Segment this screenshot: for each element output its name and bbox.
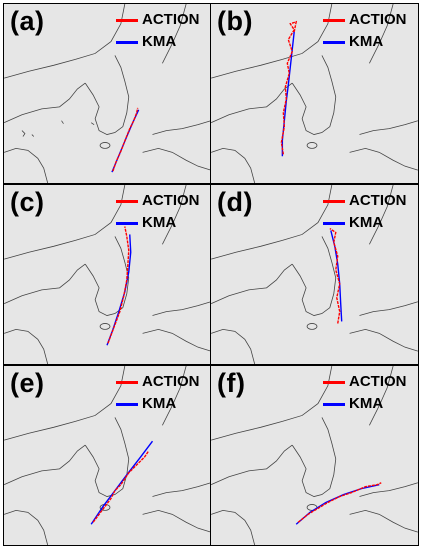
map-e <box>4 366 211 545</box>
panel-label: (e) <box>10 368 45 398</box>
legend-swatch-action <box>116 19 138 22</box>
legend-swatch-kma <box>116 222 138 225</box>
panel-e: (e) ACTION KMA <box>3 365 212 546</box>
panel-label: (f) <box>217 368 246 398</box>
legend-swatch-action <box>323 19 345 22</box>
legend-swatch-kma <box>116 41 138 44</box>
panel-label: (c) <box>10 187 45 217</box>
panel-b: (b) ACTION KMA <box>210 3 419 184</box>
legend-item-kma: KMA <box>104 213 211 235</box>
legend-label-kma: KMA <box>142 33 177 50</box>
legend-item-action: ACTION <box>311 372 418 394</box>
legend: ACTION KMA <box>104 191 211 235</box>
panel-d: (d) ACTION KMA <box>210 184 419 365</box>
legend-swatch-action <box>323 381 345 384</box>
legend: ACTION KMA <box>104 10 211 54</box>
legend-swatch-kma <box>323 41 345 44</box>
legend-label-action: ACTION <box>142 11 200 28</box>
legend-item-action: ACTION <box>311 191 418 213</box>
legend-swatch-action <box>323 200 345 203</box>
legend-item-kma: KMA <box>104 32 211 54</box>
panel-label: (a) <box>10 6 45 36</box>
legend: ACTION KMA <box>311 191 418 235</box>
legend-label-kma: KMA <box>142 214 177 231</box>
legend-label-action: ACTION <box>349 373 407 390</box>
legend-swatch-action <box>116 200 138 203</box>
legend-item-kma: KMA <box>311 394 418 416</box>
map-a <box>4 4 211 183</box>
map-b <box>211 4 418 183</box>
legend-label-action: ACTION <box>142 373 200 390</box>
legend: ACTION KMA <box>104 372 211 416</box>
map-c <box>4 185 211 364</box>
map-f <box>211 366 418 545</box>
legend-swatch-kma <box>323 403 345 406</box>
panel-c: (c) ACTION KMA <box>3 184 212 365</box>
legend-label-kma: KMA <box>349 214 384 231</box>
legend-item-action: ACTION <box>311 10 418 32</box>
legend: ACTION KMA <box>311 372 418 416</box>
panel-label: (b) <box>217 6 253 36</box>
legend-item-action: ACTION <box>104 191 211 213</box>
legend-label-kma: KMA <box>142 395 177 412</box>
legend-label-kma: KMA <box>349 33 384 50</box>
map-d <box>211 185 418 364</box>
legend-label-action: ACTION <box>142 192 200 209</box>
legend-item-action: ACTION <box>104 10 211 32</box>
panel-label: (d) <box>217 187 253 217</box>
legend-item-kma: KMA <box>104 394 211 416</box>
legend-label-action: ACTION <box>349 11 407 28</box>
legend-item-action: ACTION <box>104 372 211 394</box>
legend-label-kma: KMA <box>349 395 384 412</box>
legend-swatch-kma <box>323 222 345 225</box>
panel-a: (a) ACTION KMA <box>3 3 212 184</box>
legend-item-kma: KMA <box>311 213 418 235</box>
panel-f: (f) ACTION KMA <box>210 365 419 546</box>
legend: ACTION KMA <box>311 10 418 54</box>
legend-swatch-action <box>116 381 138 384</box>
legend-swatch-kma <box>116 403 138 406</box>
legend-item-kma: KMA <box>311 32 418 54</box>
legend-label-action: ACTION <box>349 192 407 209</box>
